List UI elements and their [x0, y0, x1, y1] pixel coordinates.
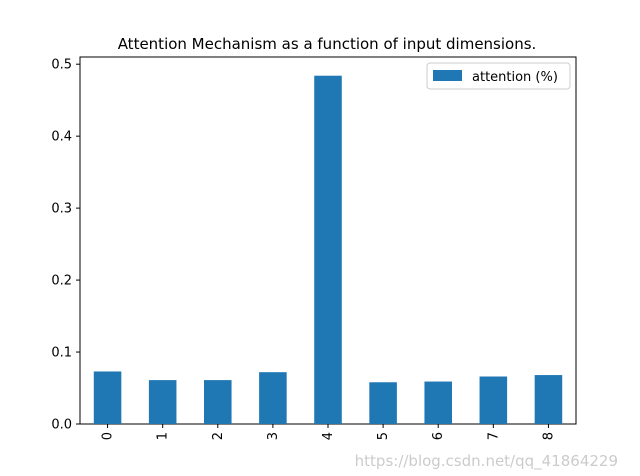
- x-tick-label: 0: [101, 432, 116, 440]
- legend: attention (%): [426, 62, 571, 90]
- chart-title: Attention Mechanism as a function of inp…: [118, 35, 537, 53]
- bar-0: [93, 371, 122, 424]
- y-tick-label: 0.1: [51, 346, 72, 361]
- x-tick-label: 5: [376, 432, 391, 440]
- x-tick-label: 8: [541, 432, 556, 440]
- bar-2: [204, 380, 232, 424]
- x-tick-label: 2: [211, 432, 226, 440]
- y-tick-label: 0.0: [51, 418, 72, 433]
- bar-8: [534, 375, 563, 424]
- y-tick-label: 0.4: [51, 130, 72, 145]
- bar-3: [259, 372, 287, 424]
- x-tick-label: 4: [321, 432, 336, 440]
- bar-4: [314, 75, 342, 424]
- legend-swatch: [433, 70, 462, 81]
- watermark: https://blog.csdn.net/qq_41864229: [354, 452, 618, 470]
- bar-7: [479, 376, 508, 424]
- y-tick-label: 0.2: [51, 274, 72, 289]
- x-tick-label: 7: [486, 432, 501, 440]
- bar-1: [148, 380, 177, 424]
- legend-label: attention (%): [472, 70, 558, 85]
- y-tick-label: 0.3: [51, 202, 72, 217]
- legend-box: [426, 62, 571, 90]
- bar-5: [369, 382, 397, 424]
- x-tick-label: 1: [156, 432, 171, 440]
- y-tick-label: 0.5: [51, 58, 72, 73]
- x-tick-label: 3: [266, 432, 281, 440]
- bar-6: [424, 381, 452, 424]
- x-tick-label: 6: [431, 432, 446, 440]
